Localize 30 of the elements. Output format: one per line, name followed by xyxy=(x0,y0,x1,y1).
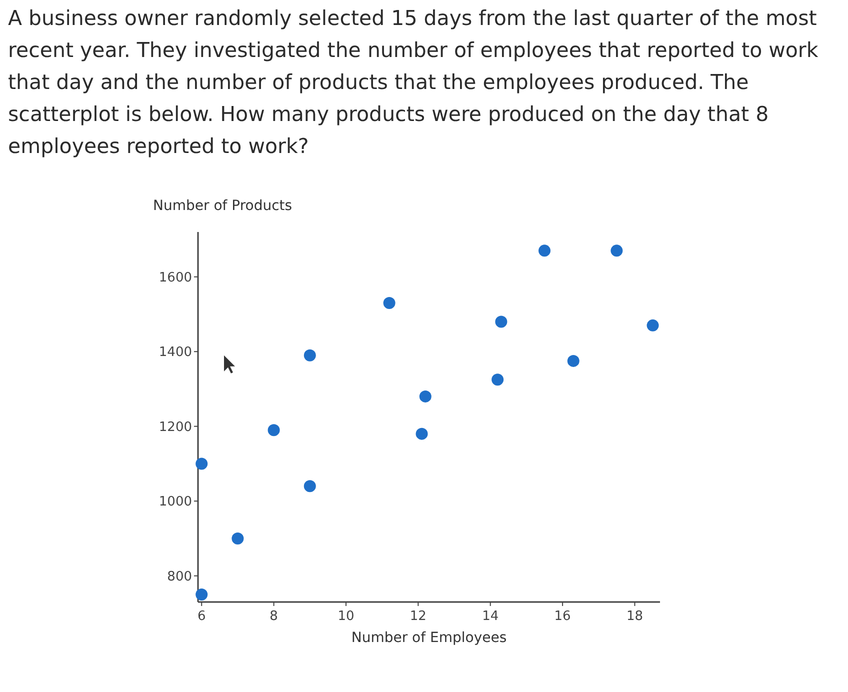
y-tick-label: 1000 xyxy=(158,494,192,510)
x-tick-label: 12 xyxy=(410,609,426,624)
point xyxy=(495,316,508,328)
y-tick-label: 1200 xyxy=(158,420,192,435)
point xyxy=(538,244,550,257)
point xyxy=(304,349,316,362)
point xyxy=(419,390,432,402)
point xyxy=(268,424,280,436)
y-tick-label: 1400 xyxy=(158,345,192,360)
x-axis-title: Number of Employees xyxy=(351,630,507,646)
chart-title: A business owner randomly selected 15 days from the last quarter of the most recent year. They investigated the number of employees that reported to work that day and the number of products that the employees produced. The scatterplot is below. How many products were produced on the day that 8 employees reported to work? xyxy=(8,5,820,160)
point xyxy=(492,374,504,386)
y-tick-label: 800 xyxy=(167,569,192,584)
point xyxy=(196,588,208,601)
point xyxy=(232,532,244,544)
x-tick-label: 16 xyxy=(554,609,571,624)
x-tick-label: 10 xyxy=(338,609,354,624)
x-tick-label: 8 xyxy=(270,609,278,624)
x-tick-label: 6 xyxy=(197,609,206,624)
point xyxy=(196,458,208,470)
point xyxy=(567,354,580,367)
point xyxy=(646,319,659,332)
point xyxy=(304,480,316,492)
x-tick-label: 14 xyxy=(482,609,499,624)
point xyxy=(383,297,396,310)
y-axis-title: Number of Products xyxy=(153,198,292,214)
point xyxy=(416,428,428,440)
x-tick-label: 18 xyxy=(626,609,644,624)
point xyxy=(610,244,623,257)
y-tick-label: 1600 xyxy=(158,270,192,286)
